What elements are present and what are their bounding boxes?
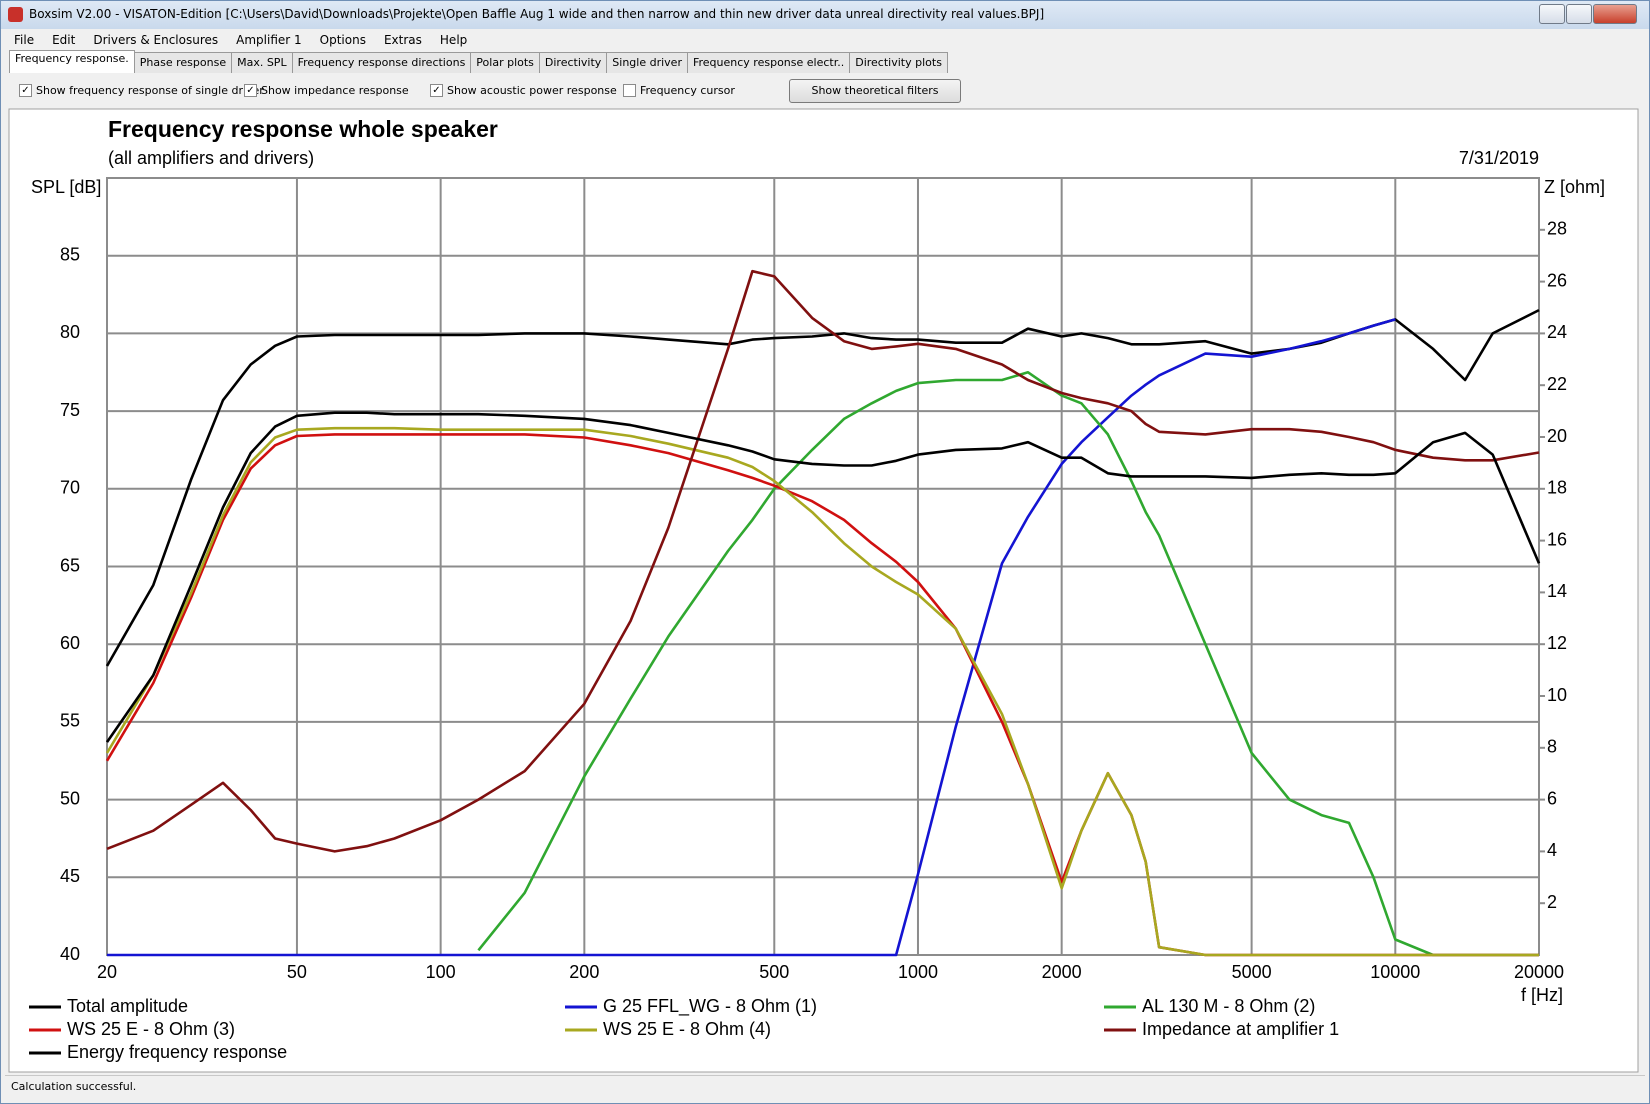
x-tick-label: 500	[759, 962, 789, 982]
tab[interactable]: Max. SPL	[231, 52, 293, 73]
y2-tick-label: 10	[1547, 685, 1567, 705]
y-tick-label: 75	[60, 400, 80, 420]
x-tick-label: 20000	[1514, 962, 1564, 982]
x-tick-label: 5000	[1232, 962, 1272, 982]
y2-tick-label: 22	[1547, 374, 1567, 394]
checkbox[interactable]: ✓	[430, 84, 443, 97]
tab[interactable]: Directivity	[538, 52, 608, 73]
legend-label: WS 25 E - 8 Ohm (3)	[67, 1019, 235, 1039]
x-tick-label: 10000	[1370, 962, 1420, 982]
option[interactable]: ✓ Show frequency response of single drive…	[19, 84, 264, 97]
y2-tick-label: 8	[1547, 737, 1557, 757]
option-label: Show impedance response	[261, 84, 409, 97]
menu-item[interactable]: Edit	[52, 33, 76, 47]
y2-tick-label: 24	[1547, 322, 1567, 342]
checkbox[interactable]: ✓	[244, 84, 257, 97]
x-axis-label: f [Hz]	[1521, 985, 1563, 1005]
y2-tick-label: 18	[1547, 478, 1567, 498]
menu-bar: File Edit Drivers & Enclosures Amplifier 1 O…	[5, 30, 476, 50]
option-label: Show frequency response of single driver	[36, 84, 264, 97]
series-line	[477, 371, 1539, 957]
tab[interactable]: Single driver	[606, 52, 688, 73]
legend-label: Total amplitude	[67, 996, 188, 1016]
y2-tick-label: 28	[1547, 219, 1567, 239]
close-button[interactable]	[1593, 4, 1637, 24]
menu-item[interactable]: Drivers & Enclosures	[93, 33, 219, 47]
maximize-button[interactable]	[1566, 4, 1592, 24]
window-title: Boxsim V2.00 - VISATON-Edition [C:\Users…	[29, 7, 1045, 21]
tab[interactable]: Frequency response electr..	[686, 52, 851, 73]
y-tick-label: 70	[60, 478, 80, 498]
chart-date: 7/31/2019	[1459, 148, 1539, 168]
tab[interactable]: Frequency response directions	[291, 52, 472, 73]
tab[interactable]: Frequency response.	[9, 50, 135, 73]
x-tick-label: 20	[97, 962, 117, 982]
y-tick-label: 85	[60, 244, 80, 264]
x-tick-label: 200	[569, 962, 599, 982]
checkbox[interactable]	[623, 84, 636, 97]
chart-title: Frequency response whole speaker	[108, 116, 498, 142]
minimize-button[interactable]	[1539, 4, 1565, 24]
chart-subtitle: (all amplifiers and drivers)	[108, 148, 314, 168]
y-tick-label: 55	[60, 711, 80, 731]
chart-background	[8, 108, 1639, 1073]
legend-label: Impedance at amplifier 1	[1142, 1019, 1339, 1039]
options-bar: Show theoretical filters ✓ Show frequency…	[9, 73, 1638, 107]
menu-item[interactable]: Amplifier 1	[236, 33, 302, 47]
y2-tick-label: 6	[1547, 788, 1557, 808]
tab[interactable]: Directivity plots	[849, 52, 948, 73]
series-line	[105, 426, 1539, 957]
legend-label: Energy frequency response	[67, 1042, 287, 1062]
option[interactable]: Frequency cursor	[623, 84, 735, 97]
tab-bar: Frequency response. Phase response Max. SP…	[9, 50, 948, 73]
y2-tick-label: 20	[1547, 426, 1567, 446]
y-tick-label: 40	[60, 944, 80, 964]
option[interactable]: ✓ Show impedance response	[244, 84, 409, 97]
menu-item[interactable]: File	[14, 33, 35, 47]
y-tick-label: 45	[60, 866, 80, 886]
y2-tick-label: 4	[1547, 840, 1557, 860]
x-tick-label: 2000	[1042, 962, 1082, 982]
y-tick-label: 50	[60, 788, 80, 808]
x-tick-label: 1000	[898, 962, 938, 982]
legend-label: AL 130 M - 8 Ohm (2)	[1142, 996, 1315, 1016]
option-label: Frequency cursor	[640, 84, 735, 97]
menu-item[interactable]: Extras	[383, 33, 422, 47]
y2-axis-label: Z [ohm]	[1544, 177, 1605, 197]
x-tick-label: 50	[287, 962, 307, 982]
y-axis-label: SPL [dB]	[31, 177, 101, 197]
theoretical-filters-button[interactable]: Show theoretical filters	[789, 79, 961, 103]
title-bar: Boxsim V2.00 - VISATON-Edition [C:\Users…	[1, 1, 1649, 29]
series-line	[107, 318, 1396, 957]
y2-tick-label: 26	[1547, 270, 1567, 290]
checkbox[interactable]: ✓	[19, 84, 32, 97]
series-line	[105, 411, 1541, 743]
y-tick-label: 60	[60, 633, 80, 653]
y2-tick-label: 14	[1547, 581, 1567, 601]
app-icon	[8, 7, 23, 22]
y2-tick-label: 16	[1547, 529, 1567, 549]
status-text: Calculation successful.	[11, 1080, 137, 1093]
x-tick-label: 100	[426, 962, 456, 982]
legend-label: G 25 FFL_WG - 8 Ohm (1)	[603, 996, 817, 1017]
y2-tick-label: 12	[1547, 633, 1567, 653]
tab[interactable]: Polar plots	[470, 52, 540, 73]
legend-label: WS 25 E - 8 Ohm (4)	[603, 1019, 771, 1039]
series-line	[106, 269, 1540, 853]
menu-item[interactable]: Help	[439, 33, 468, 47]
option[interactable]: ✓ Show acoustic power response	[430, 84, 617, 97]
y-tick-label: 65	[60, 555, 80, 575]
y2-tick-label: 2	[1547, 892, 1557, 912]
y-tick-label: 80	[60, 322, 80, 342]
status-bar: Calculation successful.	[5, 1075, 1645, 1098]
menu-item[interactable]: Options	[319, 33, 366, 47]
tab[interactable]: Phase response	[133, 52, 233, 73]
option-label: Show acoustic power response	[447, 84, 617, 97]
